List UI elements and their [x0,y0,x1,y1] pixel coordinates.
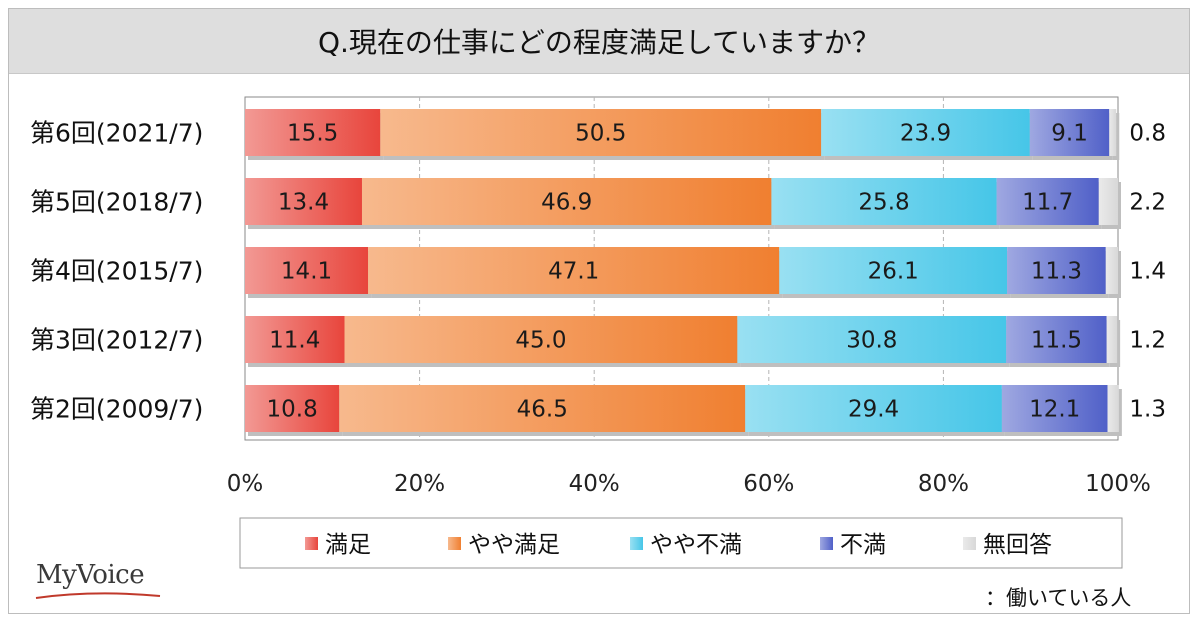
bar-segment [1007,247,1106,294]
data-label: 45.0 [515,328,566,354]
bar-segment [1107,385,1119,432]
bar-segment [821,109,1030,156]
bar-segment [245,385,340,432]
data-label-no-answer: 1.3 [1129,397,1166,423]
category-label: 第6回(2021/7) [30,119,203,148]
legend-label: 満足 [325,532,371,558]
bar-segment [771,178,997,225]
bar-segment [1106,316,1118,363]
data-label: 12.1 [1029,397,1080,423]
x-tick-label: 40% [569,471,620,497]
x-tick-label: 60% [743,471,794,497]
data-label: 9.1 [1051,121,1088,147]
bar-segment [339,385,746,432]
bar-segment [996,178,1099,225]
category-label: 第4回(2015/7) [30,257,203,286]
bar-segment [779,247,1008,294]
bar-segment [245,247,369,294]
category-label: 第5回(2018/7) [30,188,203,217]
category-label: 第2回(2009/7) [30,395,203,424]
respondent-note: ：働いている人 [985,586,1132,610]
x-tick-label: 0% [227,471,264,497]
chart-title: Q.現在の仕事にどの程度満足していますか？ [9,9,1189,74]
legend-label: やや不満 [650,532,742,558]
bar-segment [737,316,1007,363]
data-label: 14.1 [281,259,332,285]
data-label: 29.4 [848,397,899,423]
legend-swatch [630,537,643,550]
data-label-no-answer: 1.2 [1129,328,1166,354]
legend-swatch [305,537,318,550]
legend-label: 無回答 [983,532,1052,558]
data-label-no-answer: 0.8 [1129,121,1166,147]
data-label: 30.8 [846,328,897,354]
data-label: 25.8 [858,190,909,216]
data-label: 11.3 [1031,259,1082,285]
data-label: 13.4 [278,190,329,216]
x-tick-label: 100% [1085,471,1151,497]
bar-segment [1029,109,1110,156]
bar-segment [344,316,738,363]
bar-segment [1105,247,1118,294]
bar-segment [245,109,381,156]
x-tick-label: 20% [394,471,445,497]
bar-segment [245,178,362,225]
legend-swatch [963,537,976,550]
data-label: 47.1 [548,259,599,285]
bar-segment [1001,385,1108,432]
bar-segment [380,109,822,156]
legend-box [239,517,1123,569]
data-label: 10.8 [267,397,318,423]
logo-text: MyVoice [36,560,145,590]
data-label: 46.9 [541,190,592,216]
bar-segment [368,247,780,294]
legend-label: やや満足 [468,532,560,558]
data-label-no-answer: 2.2 [1129,190,1166,216]
data-label: 11.7 [1022,190,1073,216]
legend-label: 不満 [840,532,886,558]
legend-swatch [448,537,461,550]
data-label: 46.5 [517,397,568,423]
data-label: 23.9 [900,121,951,147]
data-label: 11.4 [269,328,320,354]
data-label: 26.1 [868,259,919,285]
bar-segment [245,316,345,363]
data-label: 15.5 [287,121,338,147]
myvoice-logo: MyVoice [36,560,145,590]
data-label: 50.5 [575,121,626,147]
data-label-no-answer: 1.4 [1129,259,1166,285]
data-label: 11.5 [1031,328,1082,354]
bar-segment [1109,109,1117,156]
category-label: 第3回(2012/7) [30,326,203,355]
logo-swoosh-icon [35,592,161,599]
bar-segment [361,178,772,225]
legend-swatch [820,537,833,550]
bar-segment [1006,316,1107,363]
chart-title-text: Q.現在の仕事にどの程度満足していますか？ [317,26,881,59]
bar-segment [1098,178,1118,225]
bar-segment [745,385,1002,432]
x-tick-label: 80% [918,471,969,497]
